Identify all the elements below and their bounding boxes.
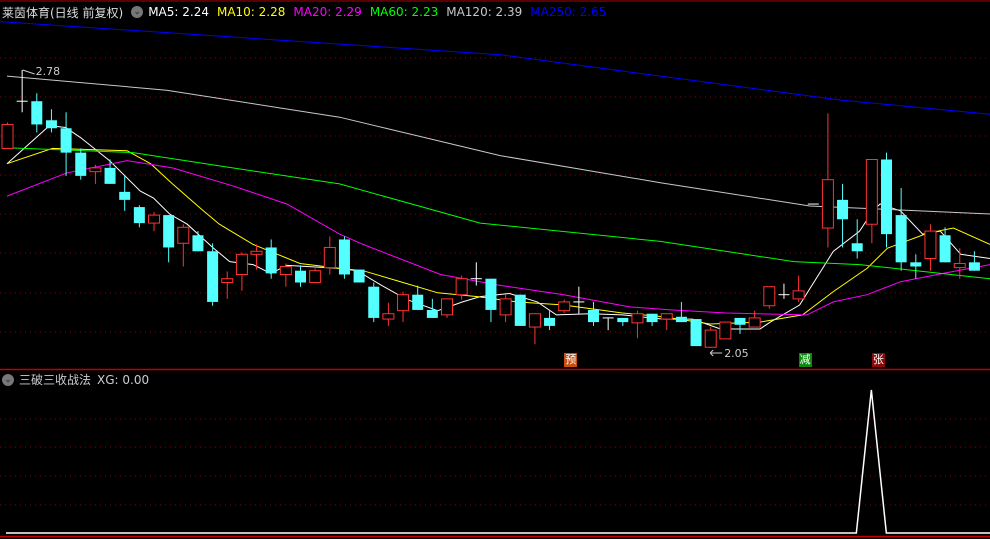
candle-body (309, 270, 322, 283)
candle-body (588, 309, 599, 323)
candle-body (368, 286, 380, 318)
candle-body (455, 278, 468, 296)
ma120-label: MA120: 2.39 (446, 5, 523, 19)
chevron-down-icon[interactable]: ⌄ (131, 6, 144, 18)
candle-body (426, 309, 438, 318)
candle-body (104, 167, 116, 184)
candle-body (631, 313, 644, 324)
candle-body (192, 235, 204, 252)
candle-body (646, 313, 658, 323)
candle-body (719, 321, 732, 340)
ma60-label: MA60: 2.23 (369, 5, 439, 19)
candle-body (177, 226, 190, 244)
candle-body (748, 317, 761, 328)
ma-line-ma250 (0, 21, 990, 115)
chart-header: 莱茵体育(日线 前复权) ⌄ MA5: 2.24 MA10: 2.28 MA20… (2, 3, 614, 21)
candle-body (295, 270, 306, 283)
candle-body (412, 294, 424, 310)
candle-body (953, 262, 966, 269)
low-label: 2.05 (724, 347, 749, 360)
candle-body (514, 294, 526, 326)
candle-body (763, 286, 776, 307)
low-arrow (709, 349, 723, 357)
indicator-value: XG: 0.00 (97, 372, 150, 387)
candle-body (353, 269, 365, 283)
candle-body (163, 215, 175, 248)
candle-body (1, 123, 14, 149)
candle-body (910, 262, 922, 267)
ma5-label: MA5: 2.24 (148, 5, 209, 19)
high-arrow (22, 69, 35, 75)
ma250-label: MA250: 2.65 (530, 5, 607, 19)
candle-body (617, 317, 629, 323)
candle-body (690, 319, 702, 347)
candle-body (939, 235, 951, 263)
candle-body (75, 152, 87, 176)
candle-body (148, 214, 160, 224)
candle-body (485, 278, 497, 310)
candle-body (895, 215, 907, 263)
ma10-label: MA10: 2.28 (216, 5, 286, 19)
candle-body (968, 262, 980, 271)
candle-body (250, 250, 263, 255)
candle-body (499, 298, 512, 316)
candle-body (660, 313, 673, 320)
candle-body (821, 179, 834, 229)
candle-body (89, 167, 102, 173)
candle-body (544, 317, 556, 326)
ma20-label: MA20: 2.29 (293, 5, 362, 19)
candle-body (441, 298, 453, 316)
candle-body (60, 128, 72, 153)
indicator-header: ⌄ 三破三收战法 XG: 0.00 (2, 371, 149, 388)
candle-body (323, 246, 336, 269)
candle-body (704, 329, 717, 348)
candle-body (45, 120, 57, 129)
ma-line-ma60 (6, 147, 990, 280)
marker-badge[interactable]: 减 (798, 353, 812, 367)
candle-body (675, 316, 687, 323)
candle-body (133, 207, 145, 224)
candle-body (397, 294, 410, 312)
candle-body (528, 313, 541, 328)
xg-line (6, 389, 990, 534)
candle-body (31, 101, 43, 125)
candle-body (924, 230, 937, 260)
high-label: 2.78 (36, 65, 61, 78)
candle-body (792, 290, 805, 300)
candle-body (865, 158, 878, 225)
chevron-down-icon[interactable]: ⌄ (2, 373, 14, 386)
candle-body (265, 247, 277, 274)
marker-badge[interactable]: 预 (564, 353, 578, 367)
candle-body (382, 313, 395, 320)
candle-body (734, 317, 746, 325)
candle-body (558, 301, 571, 312)
candle-body (279, 266, 292, 276)
ma-line-ma10 (6, 147, 990, 325)
candle-body (207, 251, 219, 302)
ma-line-ma20 (6, 160, 990, 316)
marker-badge[interactable]: 张 (871, 353, 885, 367)
candle-body (221, 278, 234, 283)
candle-body (119, 191, 131, 200)
candle-body (881, 159, 892, 235)
indicator-title: 三破三收战法 (19, 373, 92, 387)
candle-body (235, 253, 248, 276)
candle-body (851, 243, 863, 252)
candle-body (338, 239, 350, 275)
stock-title: 莱茵体育(日线 前复权) (2, 5, 124, 20)
candle-body (837, 199, 849, 220)
ma-line-ma120 (6, 75, 990, 215)
